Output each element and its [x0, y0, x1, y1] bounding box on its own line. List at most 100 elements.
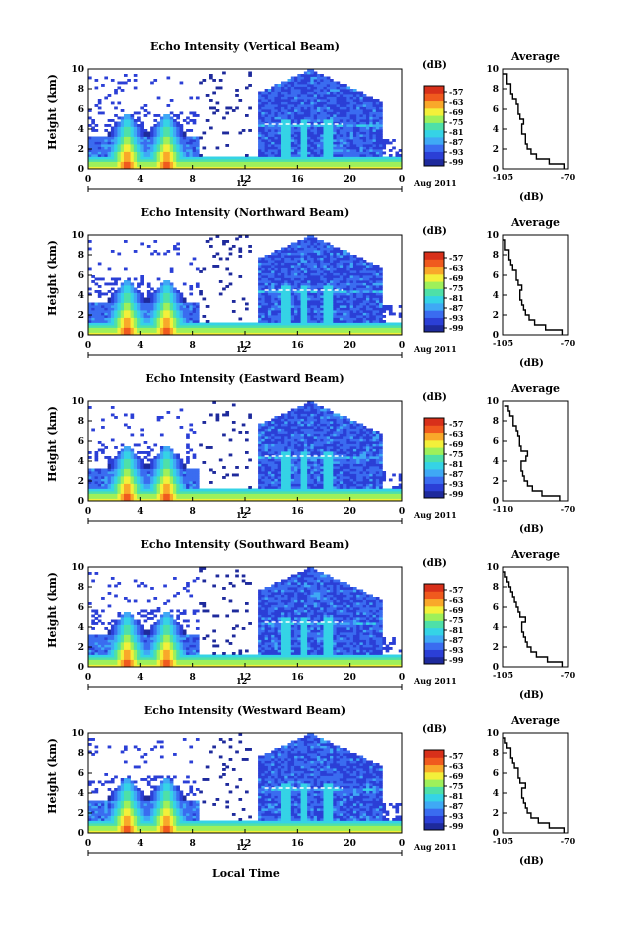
heatmap-cell	[127, 481, 131, 484]
heatmap-cell	[179, 295, 184, 298]
heatmap-cell	[349, 270, 354, 273]
heatmap-cell	[277, 109, 282, 112]
heatmap-cell	[209, 161, 213, 165]
heatmap-cell	[114, 496, 118, 499]
heatmap-cell	[287, 141, 292, 145]
heatmap-cell	[362, 327, 367, 331]
heatmap-cell	[189, 166, 194, 170]
heatmap-cell	[163, 463, 167, 467]
heatmap-cell	[267, 257, 272, 261]
heatmap-cell	[146, 300, 151, 303]
heatmap-cell	[349, 89, 354, 92]
heatmap-cell	[307, 81, 311, 85]
heatmap-cell	[379, 270, 383, 273]
heatmap-cell	[261, 146, 266, 150]
colorbar-tick-label: -63	[449, 263, 464, 273]
heatmap-cell	[297, 159, 302, 162]
heatmap-cell	[271, 94, 275, 97]
heatmap-cell	[303, 116, 308, 120]
heatmap-cell	[336, 116, 341, 120]
heatmap-cell	[284, 255, 288, 258]
heatmap-cell	[330, 270, 334, 273]
heatmap-cell	[346, 111, 351, 115]
heatmap-cell	[91, 159, 95, 162]
heatmap-cell	[287, 285, 292, 288]
heatmap-cell	[110, 463, 115, 467]
heatmap-cell	[88, 166, 92, 170]
heatmap-cell	[346, 96, 351, 100]
heatmap-cell	[195, 285, 200, 288]
heatmap-cell	[258, 320, 262, 323]
heatmap-cell	[123, 498, 128, 502]
heatmap-cell	[264, 164, 269, 167]
heatmap-cell	[346, 267, 351, 271]
heatmap-cell	[359, 116, 364, 120]
heatmap-cell	[372, 144, 377, 147]
heatmap-cell	[163, 119, 167, 122]
heatmap-cell	[313, 156, 318, 160]
heatmap-cell	[140, 144, 145, 147]
average-y-tick-label: 2	[493, 311, 499, 321]
heatmap-cell	[94, 493, 99, 497]
heatmap-cell	[150, 136, 154, 140]
heatmap-cell	[366, 300, 370, 303]
heatmap-cell	[372, 280, 377, 283]
heatmap-cell	[176, 498, 180, 502]
heatmap-cell	[94, 471, 99, 474]
heatmap-cell	[88, 471, 92, 474]
heatmap-cell	[120, 109, 125, 112]
heatmap-cell	[284, 317, 288, 321]
heatmap-cell	[133, 317, 138, 321]
heatmap-cell	[104, 332, 109, 336]
heatmap-cell	[392, 139, 396, 142]
heatmap-cell	[356, 161, 360, 165]
heatmap-cell	[271, 139, 275, 142]
heatmap-cell	[133, 458, 138, 462]
heatmap-cell	[333, 114, 337, 117]
heatmap-cell	[225, 166, 230, 170]
heatmap-cell	[336, 154, 341, 157]
heatmap-cell	[379, 295, 383, 298]
heatmap-cell	[150, 161, 154, 165]
panel-2: Echo Intensity (Northward Beam) Average He…	[0, 206, 620, 374]
heatmap-cell	[137, 131, 141, 135]
heatmap-cell	[330, 330, 334, 333]
heatmap-cell	[297, 285, 302, 288]
heatmap-cell	[137, 144, 141, 147]
heatmap-cell	[146, 307, 151, 311]
heatmap-cell	[330, 96, 334, 100]
heatmap-cell	[258, 280, 262, 283]
heatmap-cell	[137, 491, 141, 494]
heatmap-cell	[150, 483, 154, 487]
heatmap-cell	[310, 104, 315, 107]
heatmap-cell	[258, 310, 262, 313]
heatmap-cell	[140, 151, 145, 155]
heatmap-cell	[307, 277, 311, 281]
heatmap-cell	[127, 310, 131, 313]
heatmap-cell	[156, 295, 161, 298]
heatmap-cell	[307, 302, 311, 306]
heatmap-cell	[120, 320, 125, 323]
heatmap-cell	[346, 292, 351, 296]
heatmap-cell	[176, 114, 180, 117]
heatmap-cell	[186, 166, 190, 170]
heatmap-cell	[316, 156, 321, 160]
heatmap-cell	[199, 325, 203, 328]
heatmap-cell	[307, 116, 311, 120]
heatmap-cell	[159, 134, 164, 137]
heatmap-cell	[153, 166, 158, 170]
heatmap-cell	[339, 272, 344, 276]
heatmap-cell	[359, 94, 364, 97]
heatmap-cell	[362, 310, 367, 313]
heatmap-cell	[280, 307, 285, 311]
heatmap-cell	[264, 141, 269, 145]
heatmap-cell	[137, 327, 141, 331]
heatmap-cell	[287, 91, 292, 95]
heatmap-cell	[199, 292, 203, 296]
heatmap-cell	[349, 262, 354, 266]
heatmap-cell	[297, 119, 302, 122]
heatmap-cell	[300, 320, 305, 323]
heatmap-cell	[280, 86, 285, 90]
heatmap-cell	[258, 111, 262, 115]
heatmap-cell	[313, 119, 318, 122]
